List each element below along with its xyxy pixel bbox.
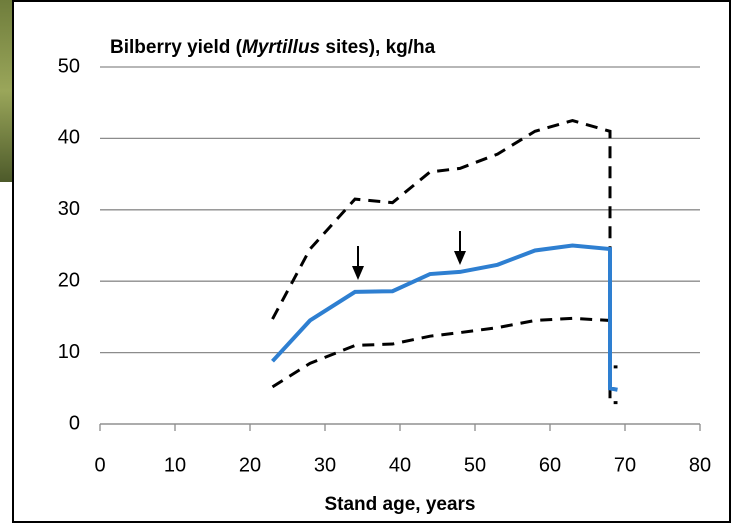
chart-title: Bilberry yield (Myrtillus sites), kg/ha xyxy=(110,37,436,58)
title-part: sites), kg/ha xyxy=(320,37,436,58)
x-tick-label: 40 xyxy=(389,454,411,476)
x-tick-label: 70 xyxy=(614,454,636,476)
photo-fragment xyxy=(0,0,12,182)
x-tick-label: 60 xyxy=(539,454,561,476)
y-tick-label: 50 xyxy=(58,55,80,77)
y-tick-label: 40 xyxy=(58,127,80,149)
x-tick-label: 80 xyxy=(689,454,711,476)
y-tick-label: 20 xyxy=(58,269,80,291)
x-axis-label: Stand age, years xyxy=(324,494,475,515)
y-tick-label: 10 xyxy=(58,341,80,363)
x-tick-label: 20 xyxy=(239,454,261,476)
chart-frame xyxy=(13,1,730,522)
x-tick-label: 10 xyxy=(164,454,186,476)
chart: Bilberry yield (Myrtillus sites), kg/ha … xyxy=(0,0,732,524)
title-part: Bilberry yield ( xyxy=(110,37,243,58)
x-tick-label: 30 xyxy=(314,454,336,476)
y-tick-label: 0 xyxy=(69,412,80,434)
x-tick-label: 0 xyxy=(94,454,105,476)
y-tick-label: 30 xyxy=(58,198,80,220)
page: Bilberry yield (Myrtillus sites), kg/ha … xyxy=(0,0,732,529)
title-part: Myrtillus xyxy=(242,37,320,58)
x-tick-label: 50 xyxy=(464,454,486,476)
